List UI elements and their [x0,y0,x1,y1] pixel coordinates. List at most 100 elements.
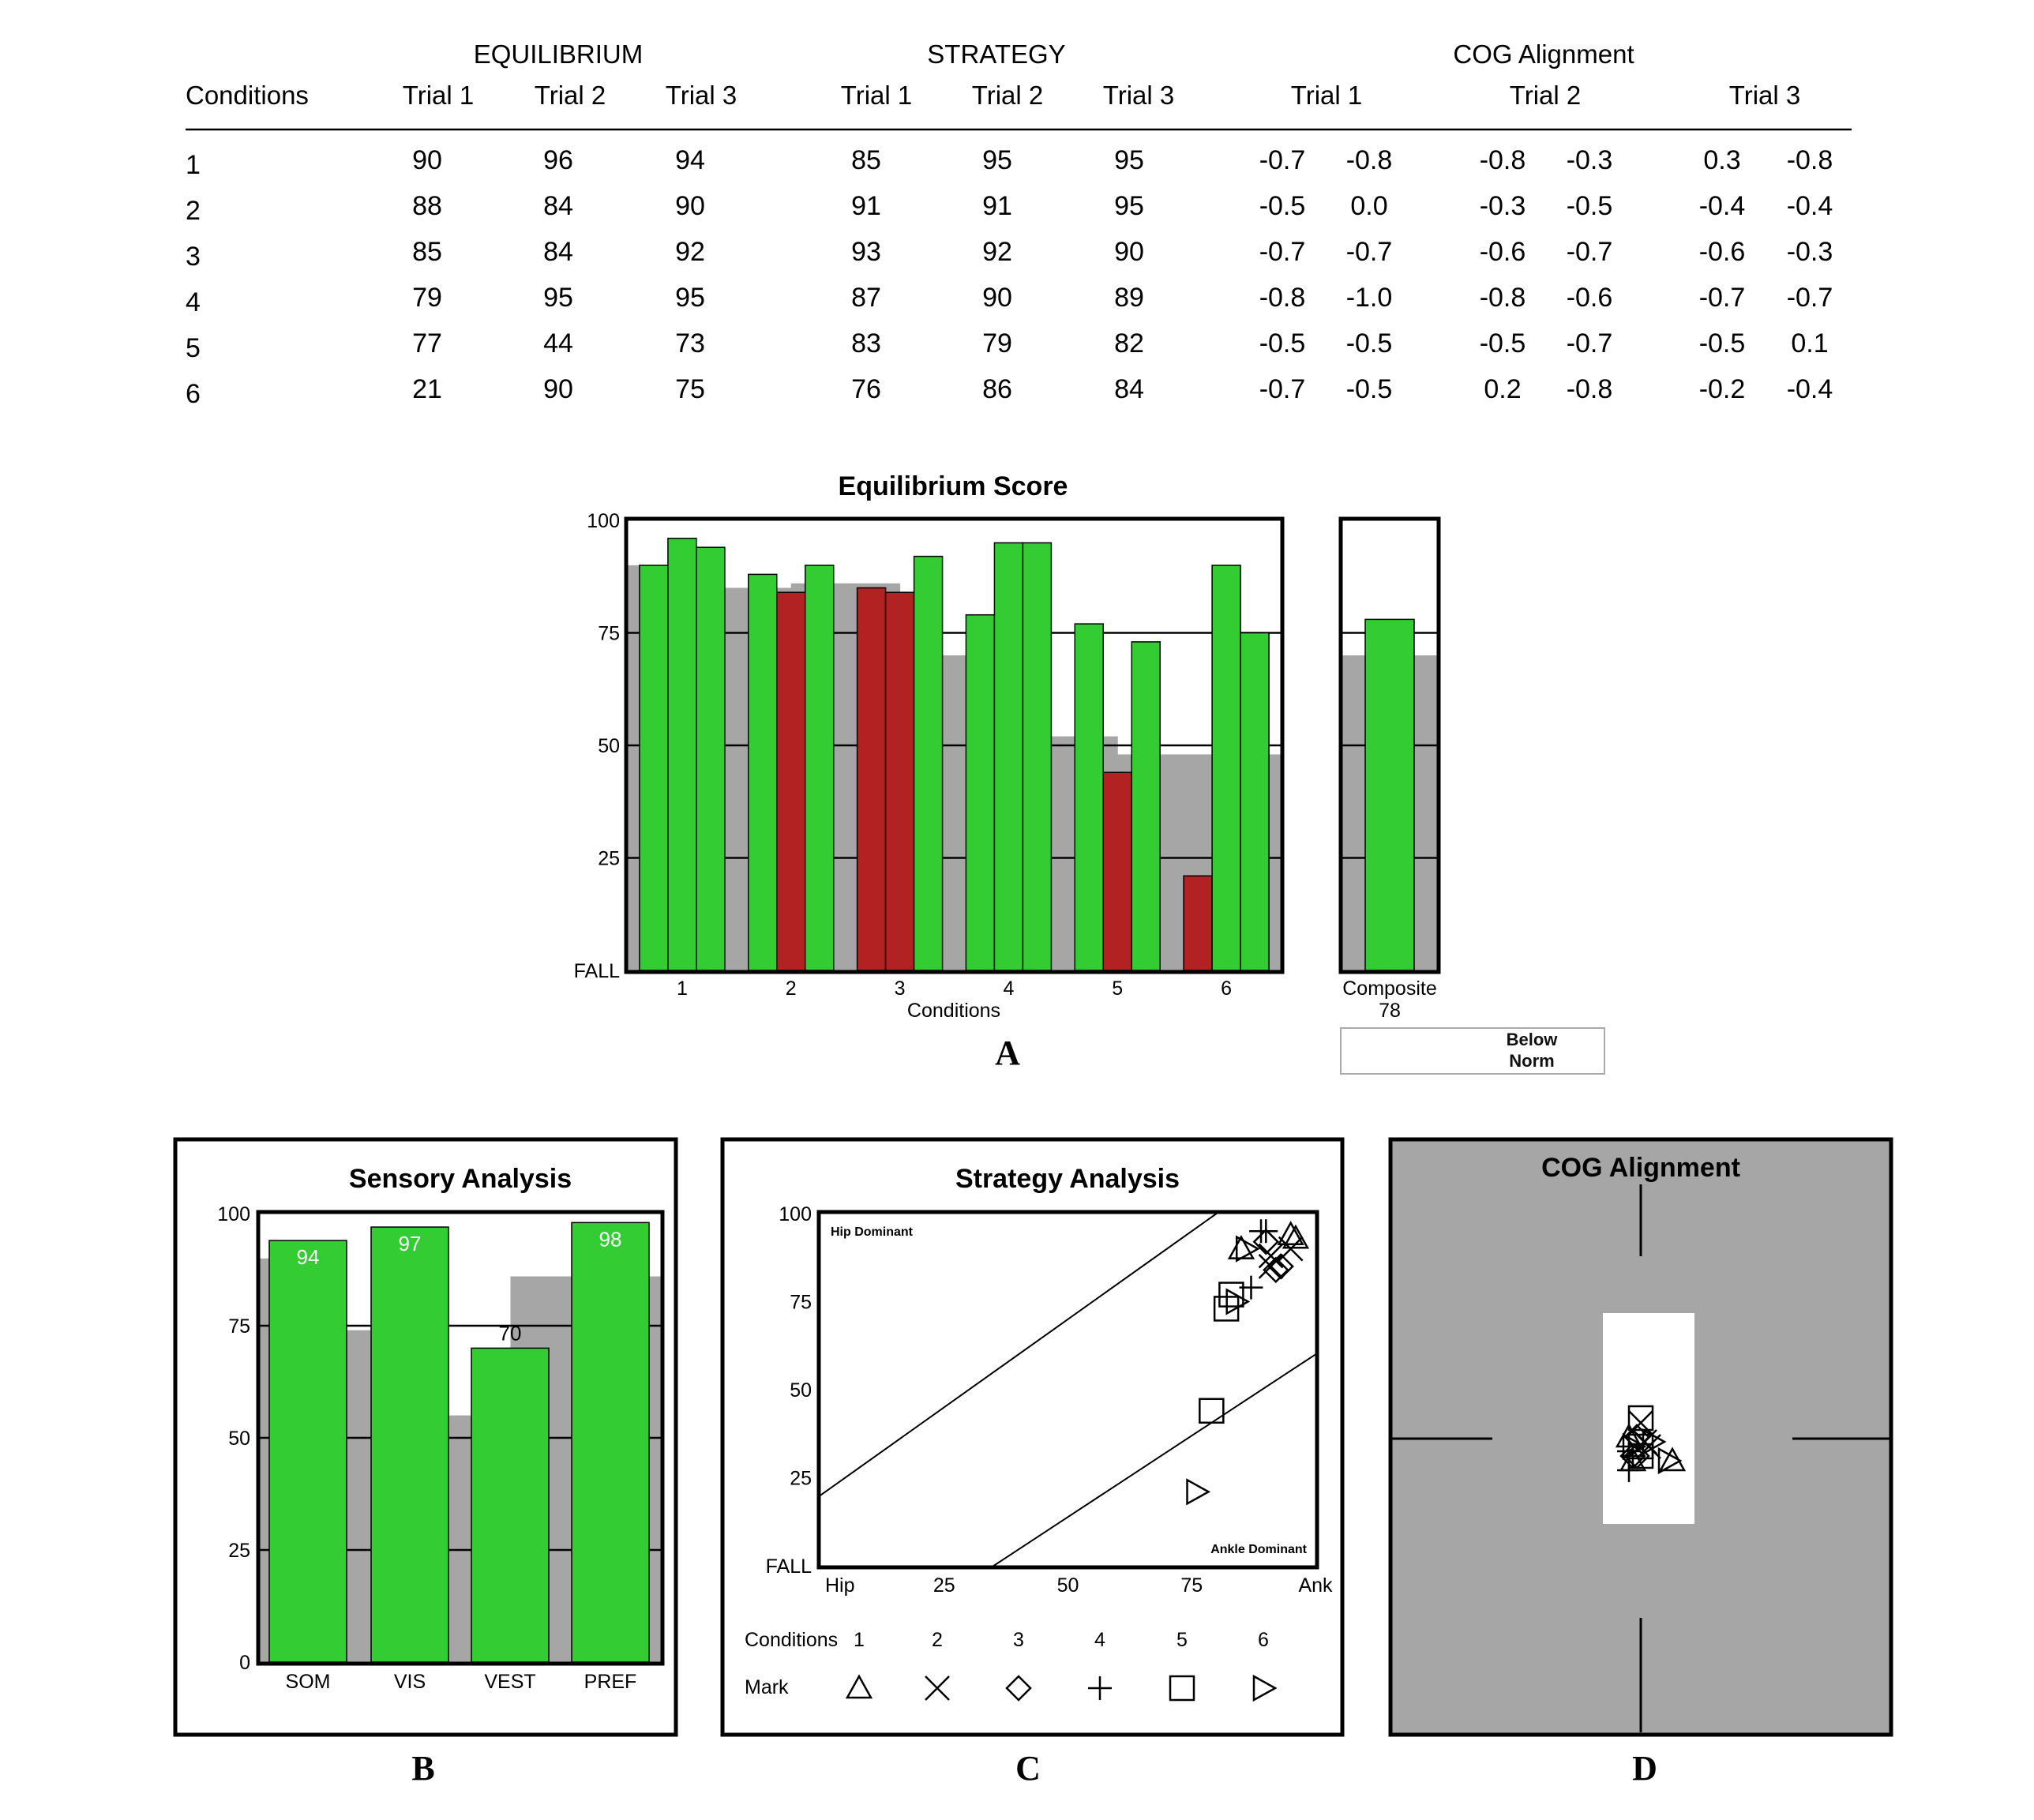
panel-a-equilibrium: Equilibrium Score FALL 25 50 75 100 1 2 3 4 5 6 C… [574,471,1605,1075]
table-row: 1 90 96 94 85 95 95 -0.7 -0.8 -0.8 -0.3 0.3 -0.8 [186,145,1833,180]
chart-b-frame [256,1210,665,1666]
cell-strategy: 79 [982,328,1012,358]
chart-a-xlabel: Conditions [907,1000,1000,1022]
bar-condition-5-trial-3 [1131,641,1161,971]
cell-cog: 0.1 [1791,328,1828,358]
cell-strategy: 76 [851,374,881,404]
cell-cog: -0.8 [1787,145,1833,175]
cell-equilibrium: 90 [543,374,573,404]
x-tick-label: 25 [933,1574,955,1597]
composite-label: Composite [1342,978,1437,1000]
header-cog-alignment: COG Alignment [1453,39,1634,69]
cell-cog: 0.0 [1350,191,1387,221]
bar-condition-5-trial-2 [1102,771,1132,971]
x-tick-label: SOM [286,1671,331,1693]
data-label: 94 [297,1245,320,1269]
cell-cog: -0.7 [1567,328,1613,358]
cell-cog: -0.8 [1346,145,1393,175]
cell-equilibrium: 85 [412,237,442,267]
bar-condition-6-trial-1 [1183,875,1213,971]
bar-condition-4-trial-2 [993,542,1024,971]
row-condition: 3 [186,242,201,272]
cell-cog: -0.5 [1259,328,1306,358]
y-tick-label: 50 [598,735,620,757]
cell-equilibrium: 88 [412,191,442,221]
table-row: 5 77 44 73 83 79 82 -0.5 -0.5 -0.5 -0.7 -0.5 0.1 [186,328,1829,363]
cell-equilibrium: 21 [412,374,442,404]
dominance-boundary [820,1213,1218,1496]
y-tick-label: 100 [217,1203,250,1225]
panel-label-d: D [1632,1749,1657,1788]
composite-value-label: 78 [1379,1000,1401,1022]
row-condition: 2 [186,196,201,226]
row-condition: 5 [186,333,201,363]
cog-point-cond-3 [1623,1424,1650,1450]
cell-strategy: 91 [982,191,1012,221]
cell-cog: -0.7 [1346,237,1393,267]
cell-cog: -0.3 [1787,237,1833,267]
table-row: 4 79 95 95 87 90 89 -0.8 -1.0 -0.8 -0.6 -0.7 -0.7 [186,283,1833,317]
cell-cog: -0.7 [1699,283,1746,313]
cell-cog: -0.8 [1480,283,1526,313]
strategy-point-cond-2 [1258,1243,1284,1269]
hip-dominant-label: Hip Dominant [831,1225,914,1239]
legend-mark-label: Mark [745,1676,789,1698]
cell-cog: -0.7 [1567,237,1613,267]
bar-vis [370,1226,449,1663]
col-header-eq-trial2: Trial 2 [535,81,606,110]
y-tick-label: 25 [790,1468,812,1490]
cell-cog: -0.7 [1787,283,1833,313]
y-tick-label: FALL [574,960,620,982]
cell-equilibrium: 77 [412,328,442,358]
bar-condition-3-trial-3 [913,555,944,971]
bar-condition-6-trial-3 [1240,632,1270,971]
table-row: 6 21 90 75 76 86 84 -0.7 -0.5 0.2 -0.8 -0.2 -0.4 [186,374,1833,409]
below-norm-legend: Below Norm Score [1507,1030,1558,1073]
table-row: 3 85 84 92 93 92 90 -0.7 -0.7 -0.6 -0.7 -0.6 -0.3 [186,237,1833,272]
bar-condition-2-trial-1 [748,573,778,971]
strategy-point-cond-3 [1263,1256,1289,1284]
chart-d-title: COG Alignment [1541,1153,1740,1183]
x-tick-label: 4 [1003,978,1014,1000]
row-condition: 1 [186,150,201,180]
x-tick-label: VIS [394,1671,426,1693]
strategy-point-cond-5 [1218,1282,1244,1308]
y-tick-label: 50 [790,1379,812,1402]
x-tick-label: PREF [584,1671,637,1693]
cell-strategy: 91 [851,191,881,221]
cell-strategy: 90 [1114,237,1144,267]
cell-cog: -0.5 [1567,191,1613,221]
col-header-cog-trial1: Trial 1 [1291,81,1362,110]
cog-point-cond-6 [1642,1428,1667,1456]
cell-equilibrium: 95 [675,283,705,313]
cell-cog: -0.7 [1259,145,1306,175]
composite-bar [1364,618,1415,971]
bar-pref [571,1221,650,1663]
cell-strategy: 90 [982,283,1012,313]
cell-equilibrium: 73 [675,328,705,358]
cell-equilibrium: 90 [675,191,705,221]
legend-mark-square [1169,1675,1195,1702]
panel-label-b: B [411,1749,434,1788]
panel-b-sensory: Sensory Analysis 94 97 70 98 0 25 50 75 100 SOM… [173,1137,678,1788]
panel-c-strategy: Strategy Analysis Hip Dominant Ankle Dom… [720,1137,1345,1788]
x-tick-label: 6 [1221,978,1232,1000]
bar-condition-5-trial-1 [1074,623,1104,971]
cell-equilibrium: 44 [543,328,573,358]
cell-equilibrium: 84 [543,237,573,267]
panel-label-a: A [995,1034,1020,1072]
cell-cog: -0.4 [1699,191,1746,221]
cell-cog: 0.3 [1703,145,1740,175]
y-tick-label: 100 [779,1203,812,1225]
cell-cog: -0.5 [1699,328,1746,358]
col-header-st-trial2: Trial 2 [972,81,1043,110]
strategy-point-cond-3 [1267,1253,1294,1280]
cell-cog: -0.7 [1259,374,1306,404]
header-equilibrium: EQUILIBRIUM [474,39,644,69]
y-tick-label: 25 [228,1540,250,1562]
legend-mark-x [925,1676,950,1701]
col-header-eq-trial1: Trial 1 [403,81,474,110]
x-tick-label: 2 [786,978,797,1000]
cell-cog: -0.8 [1567,374,1613,404]
